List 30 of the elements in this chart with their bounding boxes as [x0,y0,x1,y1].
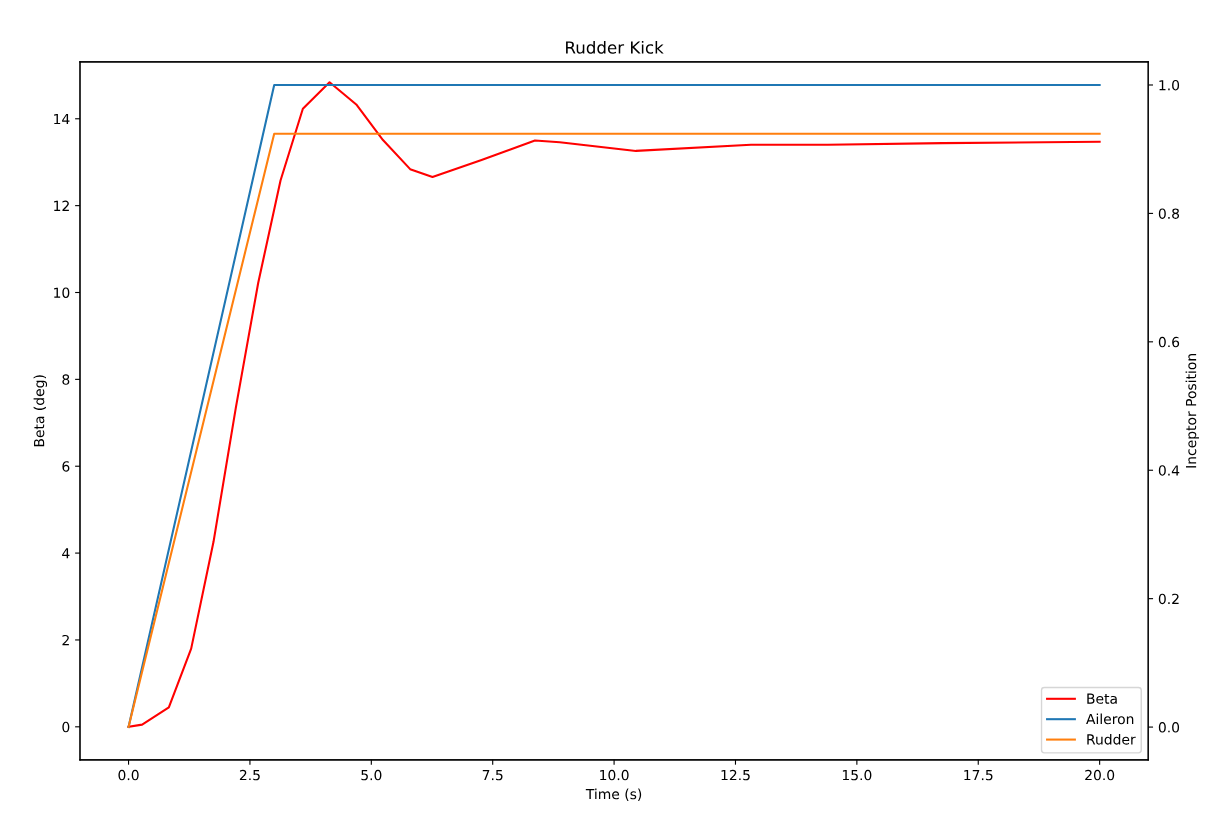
x-tick-label: 15.0 [842,769,872,781]
y-tick-label: 4 [62,548,70,559]
x-tick-label: 2.5 [239,769,260,781]
y-tick-label: 12 [54,200,69,211]
legend-label: Beta [1087,693,1117,704]
chart-title: Rudder Kick [566,40,664,54]
x-tick-label: 10.0 [600,769,629,781]
y2-tick-label: 0.4 [1158,465,1180,476]
legend-label: Rudder [1087,733,1136,745]
x-axis-title: Time (s) [585,788,642,801]
y-axis-title: Beta (deg) [33,375,48,447]
y2-tick-label: 1.0 [1159,79,1180,91]
x-tick-label: 20.0 [1085,769,1115,781]
x-tick-label: 17.5 [964,769,993,781]
y2-tick-label: 0.8 [1158,208,1180,219]
x-tick-label: 5.0 [361,769,382,781]
y2-axis-title: Inceptor Position [1185,354,1199,468]
y-tick-label: 10 [54,287,70,298]
x-tick-label: 7.5 [482,769,503,781]
x-tick-label: 0.0 [118,769,139,781]
legend-label: Aileron [1086,713,1134,725]
y-tick-label: 0 [62,721,70,733]
y2-tick-label: 0.2 [1158,593,1179,605]
y2-tick-label: 0.0 [1158,722,1180,733]
x-tick-label: 12.5 [721,769,750,781]
y-tick-label: 2 [62,634,69,646]
y-tick-label: 14 [54,113,70,125]
y-tick-label: 6 [62,461,70,472]
y-tick-label: 8 [62,374,70,385]
y2-tick-label: 0.6 [1158,336,1180,348]
